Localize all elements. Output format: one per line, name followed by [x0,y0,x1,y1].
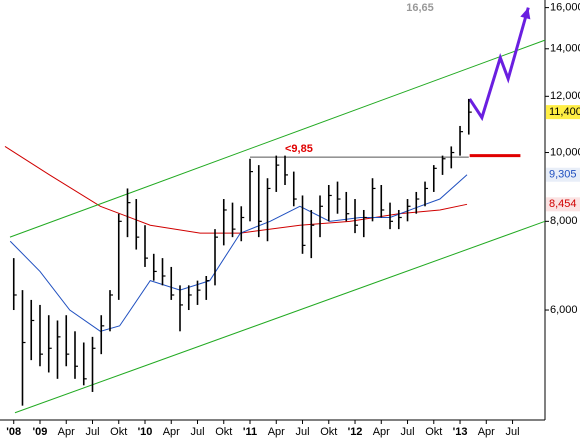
x-tick-label: Jul [400,426,414,438]
x-tick-label: Apr [163,426,180,438]
line [9,39,546,238]
price-label: 11,400 [549,106,580,118]
x-tick-label: Apr [478,426,495,438]
x-tick-label: '08 [6,426,21,438]
x-tick-label: Apr [268,426,285,438]
x-tick-label: Apr [58,426,75,438]
x-tick-label: '11 [243,426,257,438]
x-tick-label: Okt [425,426,442,438]
x-tick-label: Jul [85,426,99,438]
line [9,174,468,332]
price-label-box [546,197,580,212]
y-tick-label: 6,000 [550,304,578,316]
line [14,220,546,414]
x-tick-label: Jul [295,426,309,438]
y-tick-label: 10,000 [550,146,580,158]
price-label: 9,305 [549,169,577,181]
x-tick-label: '10 [138,426,153,438]
plot-area [0,0,545,420]
x-tick-label: Apr [373,426,390,438]
target-label: 16,65 [406,2,434,14]
y-tick-label: 14,000 [550,43,580,55]
resistance-label: <9,85 [285,143,313,155]
x-tick-label: Jul [506,426,520,438]
x-tick-label: Jul [190,426,204,438]
line [468,7,530,122]
price-label-box [546,105,580,120]
y-tick-label: 16,000 [550,2,580,14]
x-tick-label: '13 [453,426,468,438]
x-tick-label: Okt [215,426,232,438]
y-tick-label: 12,000 [550,90,580,102]
arrow-head [520,7,531,20]
x-tick-label: '09 [33,426,48,438]
price-label: 8,454 [549,198,577,210]
x-tick-label: '12 [348,426,363,438]
price-label-box [546,167,580,182]
x-tick-label: Okt [320,426,337,438]
y-tick-label: 8,000 [550,215,578,227]
x-tick-label: Okt [110,426,127,438]
